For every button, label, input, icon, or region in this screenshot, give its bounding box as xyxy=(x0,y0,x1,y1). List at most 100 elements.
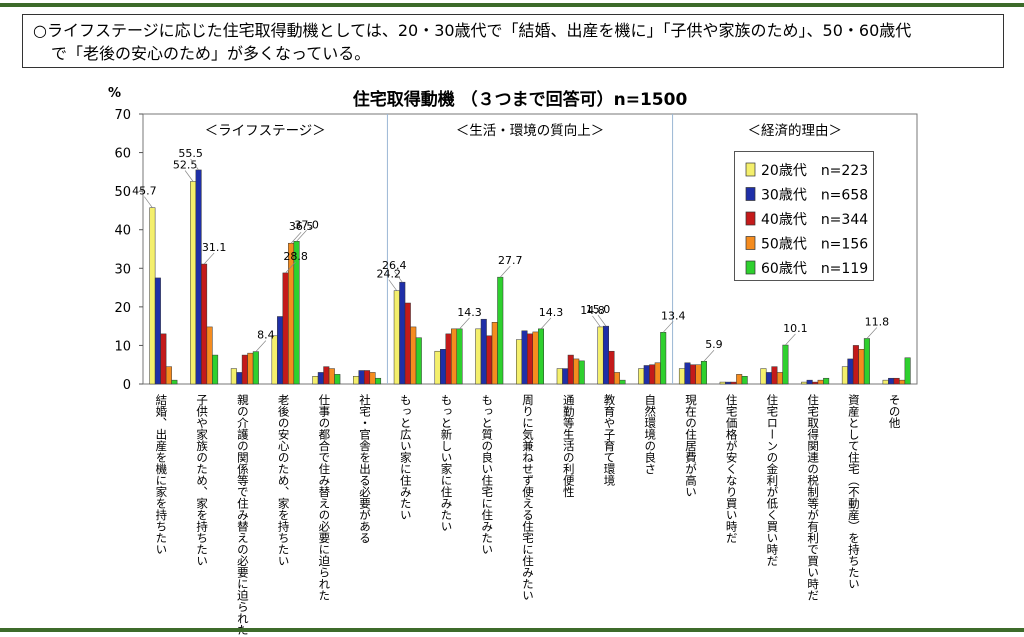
bar xyxy=(277,316,284,385)
x-category-label: 周りに気兼ねせず使える住宅に住みたい xyxy=(521,394,535,601)
bar xyxy=(608,350,615,385)
x-category-label: もっと広い家に住みたい xyxy=(399,394,413,521)
bar xyxy=(364,370,371,385)
bar xyxy=(578,360,585,385)
bar xyxy=(719,381,726,385)
bar xyxy=(171,379,178,385)
x-category-label: 住宅価格が安くなり買い時だ xyxy=(725,393,739,543)
x-category-label: 子供や家族のため、家を持ちたい xyxy=(195,394,209,567)
bar xyxy=(823,377,830,385)
bar xyxy=(730,381,737,385)
bar xyxy=(434,350,441,385)
bar xyxy=(847,358,854,385)
data-label: 26.4 xyxy=(382,259,407,272)
headline-line-2: で「老後の安心のため」が多くなっている。 xyxy=(51,44,371,63)
bar xyxy=(689,364,696,385)
data-label: 11.8 xyxy=(865,315,890,328)
data-label: 37.0 xyxy=(294,218,319,231)
y-tick-label: 60 xyxy=(114,147,131,162)
bar xyxy=(638,368,645,385)
bar xyxy=(393,290,400,385)
bar xyxy=(573,358,580,385)
data-label-leader xyxy=(703,350,715,362)
bar xyxy=(695,364,702,385)
bar xyxy=(741,376,748,385)
bar xyxy=(358,370,365,385)
bar xyxy=(328,368,335,385)
x-category-label: 現在の住居費が高い xyxy=(684,394,698,498)
data-label-leader xyxy=(290,231,302,244)
bottom-rule xyxy=(0,628,1024,632)
data-label-leader xyxy=(388,279,398,291)
group-label: ＜生活・環境の質向上＞ xyxy=(456,123,605,139)
bar xyxy=(149,207,156,385)
x-category-label: もっと質の良い住宅に住みたい xyxy=(480,394,494,555)
bar xyxy=(863,338,870,385)
bar xyxy=(160,333,167,385)
bar xyxy=(649,364,656,385)
bar xyxy=(904,357,911,385)
bar xyxy=(532,331,539,385)
bar xyxy=(678,368,685,385)
bar xyxy=(888,377,895,385)
data-label: 15.0 xyxy=(586,303,611,316)
bar xyxy=(404,302,411,385)
data-label: 28.8 xyxy=(283,250,308,263)
bar xyxy=(334,374,341,385)
x-category-label: 教育や子育て環境 xyxy=(602,393,616,486)
data-label: 45.7 xyxy=(132,185,157,198)
x-category-label: 自然環境の良さ xyxy=(643,394,657,475)
data-label: 31.1 xyxy=(202,241,227,254)
group-label: ＜経済的理由＞ xyxy=(748,123,843,139)
bar xyxy=(399,281,406,385)
bar xyxy=(817,379,824,385)
data-label-leader xyxy=(203,252,215,265)
x-category-label: その他 xyxy=(888,394,902,429)
bar xyxy=(654,362,661,385)
data-label: 5.9 xyxy=(705,338,723,351)
bar xyxy=(899,379,906,385)
x-category-label: 仕事の都合で住み替えの必要に迫られた xyxy=(317,394,331,601)
bar xyxy=(782,344,789,385)
legend-box xyxy=(734,151,874,281)
data-label-leader xyxy=(785,333,796,346)
data-label: 13.4 xyxy=(661,309,686,322)
x-category-label: 住宅ローンの金利が低く買い時だ xyxy=(765,393,779,566)
data-label-leader xyxy=(394,270,403,283)
bar xyxy=(312,376,319,385)
bar xyxy=(801,381,808,385)
bar xyxy=(282,272,289,385)
bar xyxy=(440,349,447,385)
bar xyxy=(206,326,213,385)
x-category-label: 老後の安心のため、家を持ちたい xyxy=(277,394,291,567)
bar xyxy=(562,368,569,385)
bar xyxy=(491,322,498,385)
data-label: 36.5 xyxy=(289,220,314,233)
bar xyxy=(190,181,197,385)
bar xyxy=(154,277,161,385)
x-category-label: 親の介護の関係等で住み替えの必要に迫られた xyxy=(236,394,250,636)
data-label-leader xyxy=(866,327,878,339)
bar xyxy=(527,333,533,385)
x-category-label: 資産として住宅（不動産）を持ちたい xyxy=(847,394,861,590)
data-label-leader xyxy=(255,340,267,352)
data-label-leader xyxy=(296,230,307,242)
bar xyxy=(369,372,376,385)
data-label-leader xyxy=(540,317,552,330)
data-label: 10.1 xyxy=(783,322,808,335)
bar xyxy=(521,330,528,385)
data-label: 55.5 xyxy=(178,147,203,160)
top-rule xyxy=(0,3,1024,7)
data-label-leader xyxy=(144,196,153,208)
bar xyxy=(619,379,626,385)
x-category-label: 住宅取得関連の税制等が有利で買い時だ xyxy=(806,393,820,601)
bar xyxy=(480,318,487,385)
bar xyxy=(852,345,859,385)
bar xyxy=(725,381,732,385)
data-label: 14.3 xyxy=(457,306,482,319)
x-category-label: 結婚、出産を機に家を持ちたい xyxy=(154,393,168,555)
bar xyxy=(415,337,422,385)
x-category-label: もっと新しい家に住みたい xyxy=(440,394,454,532)
data-label: 14.8 xyxy=(580,304,605,317)
bar xyxy=(165,366,172,385)
